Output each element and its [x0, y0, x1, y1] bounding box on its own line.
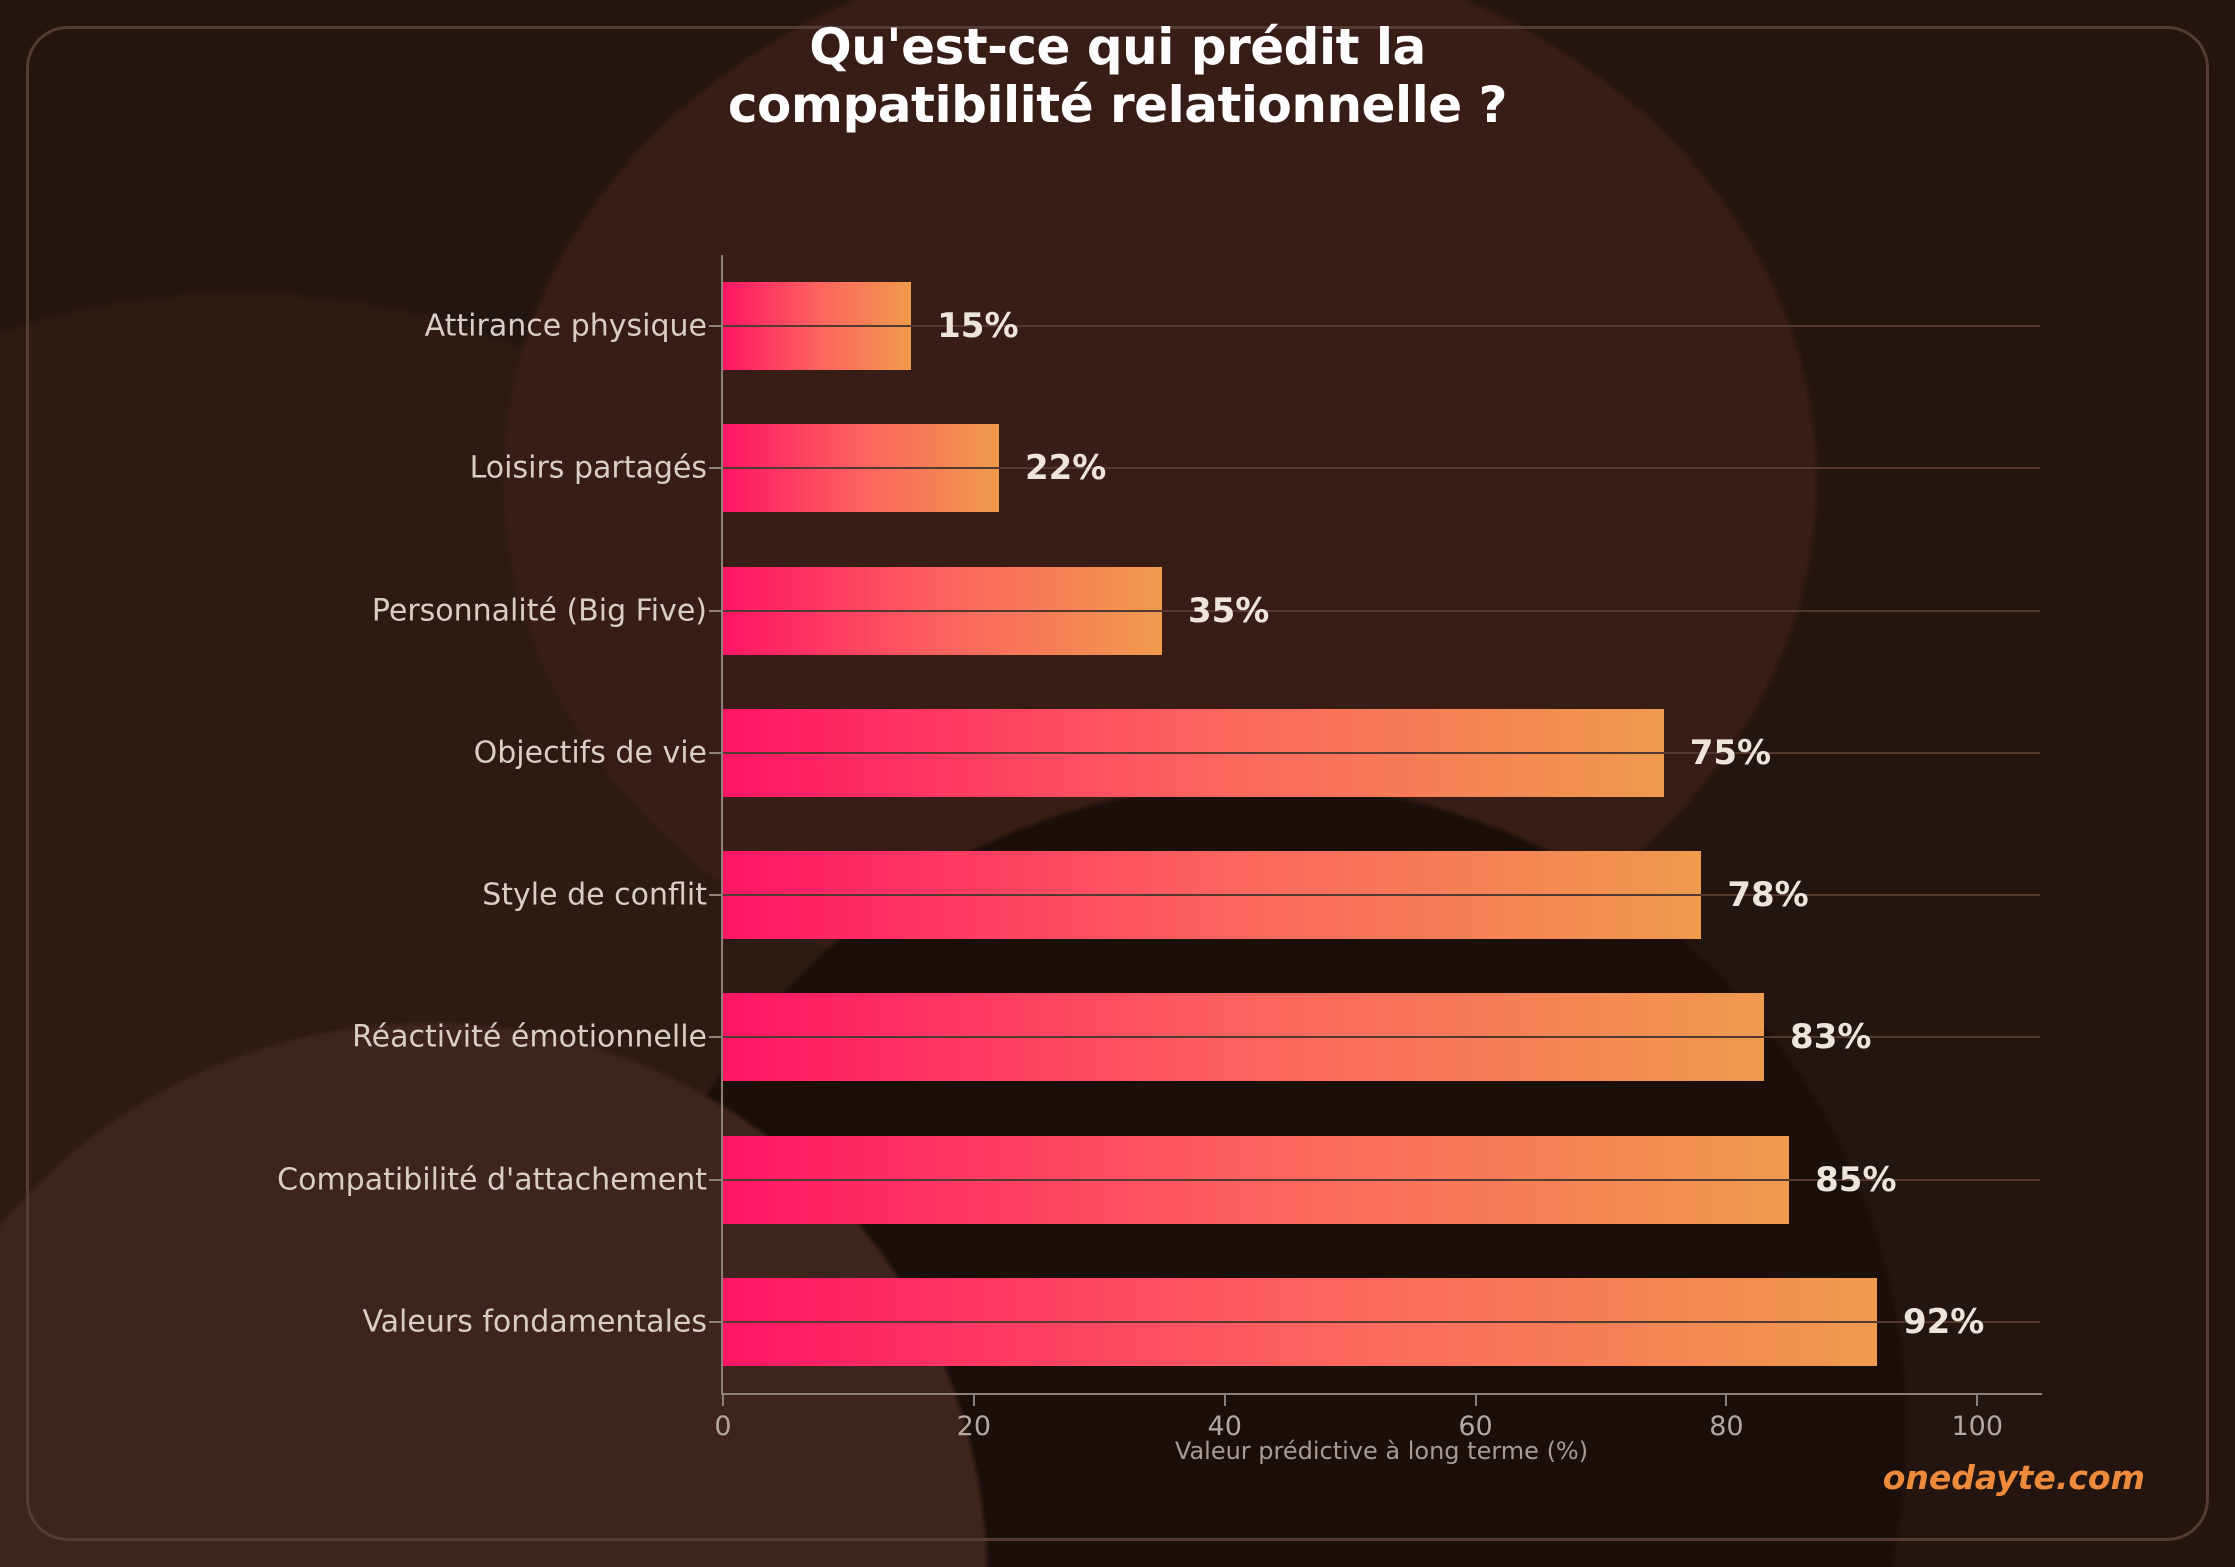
x-tick-label: 100 — [1951, 1411, 2004, 1442]
x-tick-label: 60 — [1458, 1411, 1493, 1442]
x-tick-label: 40 — [1207, 1411, 1242, 1442]
gridline — [723, 1036, 2040, 1039]
bar-row: 35% Personnalité (Big Five) — [372, 540, 2040, 682]
category-label: Attirance physique — [424, 308, 707, 344]
y-tick-mark — [709, 609, 721, 612]
x-tick-label: 20 — [956, 1411, 992, 1442]
gridline — [723, 467, 2040, 470]
value-label: 15% — [937, 306, 1019, 347]
x-axis-line — [721, 1393, 2042, 1395]
category-label: Style de conflit — [482, 877, 707, 913]
gridline — [723, 609, 2040, 612]
chart-title-line2: compatibilité relationnelle ? — [727, 76, 1508, 134]
value-label: 22% — [1024, 448, 1107, 489]
x-tick-mark — [1976, 1395, 1979, 1406]
x-tick-mark — [722, 1395, 724, 1406]
y-tick-mark — [709, 1178, 721, 1181]
y-tick-mark — [709, 751, 721, 754]
bar-row: 15% Attirance physique — [425, 255, 2040, 397]
x-axis-ticks: 0 20 40 60 80 100 — [714, 1393, 2040, 1453]
category-label: Personnalité (Big Five) — [371, 593, 707, 629]
gridline — [723, 1178, 2040, 1181]
bar-row: 92% Valeurs fondamentales — [362, 1251, 2040, 1393]
y-tick-mark — [709, 1320, 721, 1323]
plot-area: 15% Attirance physique 22% Loisirs partagés… — [277, 255, 2042, 1442]
watermark-text: onedayte.com — [1882, 1458, 2145, 1497]
bar-row: 85% Compatibilité d'attachement — [277, 1109, 2040, 1251]
category-label: Loisirs partagés — [469, 450, 707, 486]
y-tick-mark — [709, 467, 721, 470]
x-axis-title: Valeur prédictive à long terme (%) — [1174, 1437, 1589, 1465]
bar-row: 22% Loisirs partagés — [470, 397, 2040, 539]
value-label: 75% — [1689, 732, 1772, 773]
value-label: 78% — [1727, 875, 1809, 916]
y-tick-mark — [709, 894, 721, 897]
x-tick-label: 0 — [714, 1411, 732, 1442]
value-label: 85% — [1815, 1159, 1897, 1200]
category-label: Valeurs fondamentales — [362, 1304, 707, 1340]
gridline — [723, 325, 2040, 328]
chart-title-line1: Qu'est-ce qui prédit la — [809, 18, 1426, 76]
x-tick-mark — [1474, 1395, 1477, 1406]
y-axis-line — [721, 255, 723, 1393]
x-tick-mark — [1725, 1395, 1728, 1406]
value-label: 35% — [1187, 590, 1270, 631]
bar-row: 78% Style de conflit — [482, 824, 2040, 966]
bar-row: 83% Réactivité émotionnelle — [352, 966, 2040, 1108]
category-label: Réactivité émotionnelle — [352, 1019, 707, 1055]
x-tick-mark — [972, 1395, 975, 1406]
y-tick-mark — [709, 1036, 721, 1039]
x-tick-mark — [1223, 1395, 1226, 1406]
chart-title: Qu'est-ce qui prédit la compatibilité re… — [0, 18, 2235, 134]
value-label: 83% — [1790, 1017, 1872, 1058]
category-label: Objectifs de vie — [473, 735, 707, 771]
x-tick-label: 80 — [1709, 1411, 1744, 1442]
bar-rows: 15% Attirance physique 22% Loisirs partagés… — [277, 255, 2040, 1393]
value-label: 92% — [1902, 1301, 1985, 1342]
gridline — [723, 751, 2040, 754]
y-tick-mark — [709, 325, 721, 328]
gridline — [723, 894, 2040, 897]
gridline — [723, 1320, 2040, 1323]
category-label: Compatibilité d'attachement — [277, 1162, 707, 1198]
bar-row: 75% Objectifs de vie — [474, 682, 2040, 824]
